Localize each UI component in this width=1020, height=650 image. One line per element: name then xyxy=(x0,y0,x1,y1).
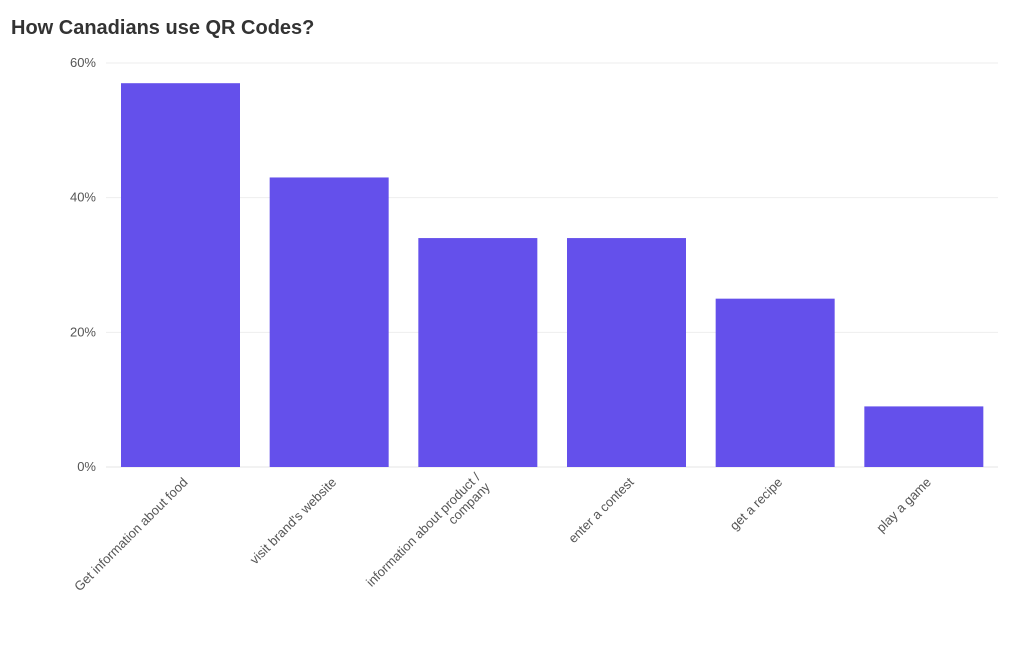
bar xyxy=(121,83,240,467)
bars xyxy=(121,83,984,467)
x-tick-label-line: visit brand's website xyxy=(247,475,340,568)
x-axis-labels: Get information about food visit brand's … xyxy=(71,469,934,599)
x-tick-label: Get information about food xyxy=(71,475,190,594)
x-tick-label: information about product /company xyxy=(363,469,493,599)
x-tick-label: play a game xyxy=(873,475,934,536)
y-axis-ticks: 0% 20% 40% 60% xyxy=(70,55,96,474)
bar xyxy=(715,298,835,467)
chart-title: How Canadians use QR Codes? xyxy=(11,17,315,39)
x-tick-label: enter a contest xyxy=(565,474,637,546)
bar xyxy=(567,238,686,467)
y-tick-label: 0% xyxy=(77,459,96,474)
y-tick-label: 40% xyxy=(70,190,96,205)
x-tick-label-line: enter a contest xyxy=(565,474,637,546)
gridlines xyxy=(106,62,998,468)
bar xyxy=(418,238,538,467)
bar xyxy=(864,406,984,467)
y-tick-label: 20% xyxy=(70,324,96,339)
bar xyxy=(269,177,389,467)
x-tick-label-line: Get information about food xyxy=(71,475,190,594)
x-tick-label-line: get a recipe xyxy=(727,475,786,534)
x-tick-label: visit brand's website xyxy=(247,475,340,568)
y-tick-label: 60% xyxy=(70,55,96,70)
x-tick-label-line: information about product / xyxy=(363,469,483,589)
x-tick-label-line: play a game xyxy=(873,475,934,536)
x-tick-label: get a recipe xyxy=(727,475,786,534)
